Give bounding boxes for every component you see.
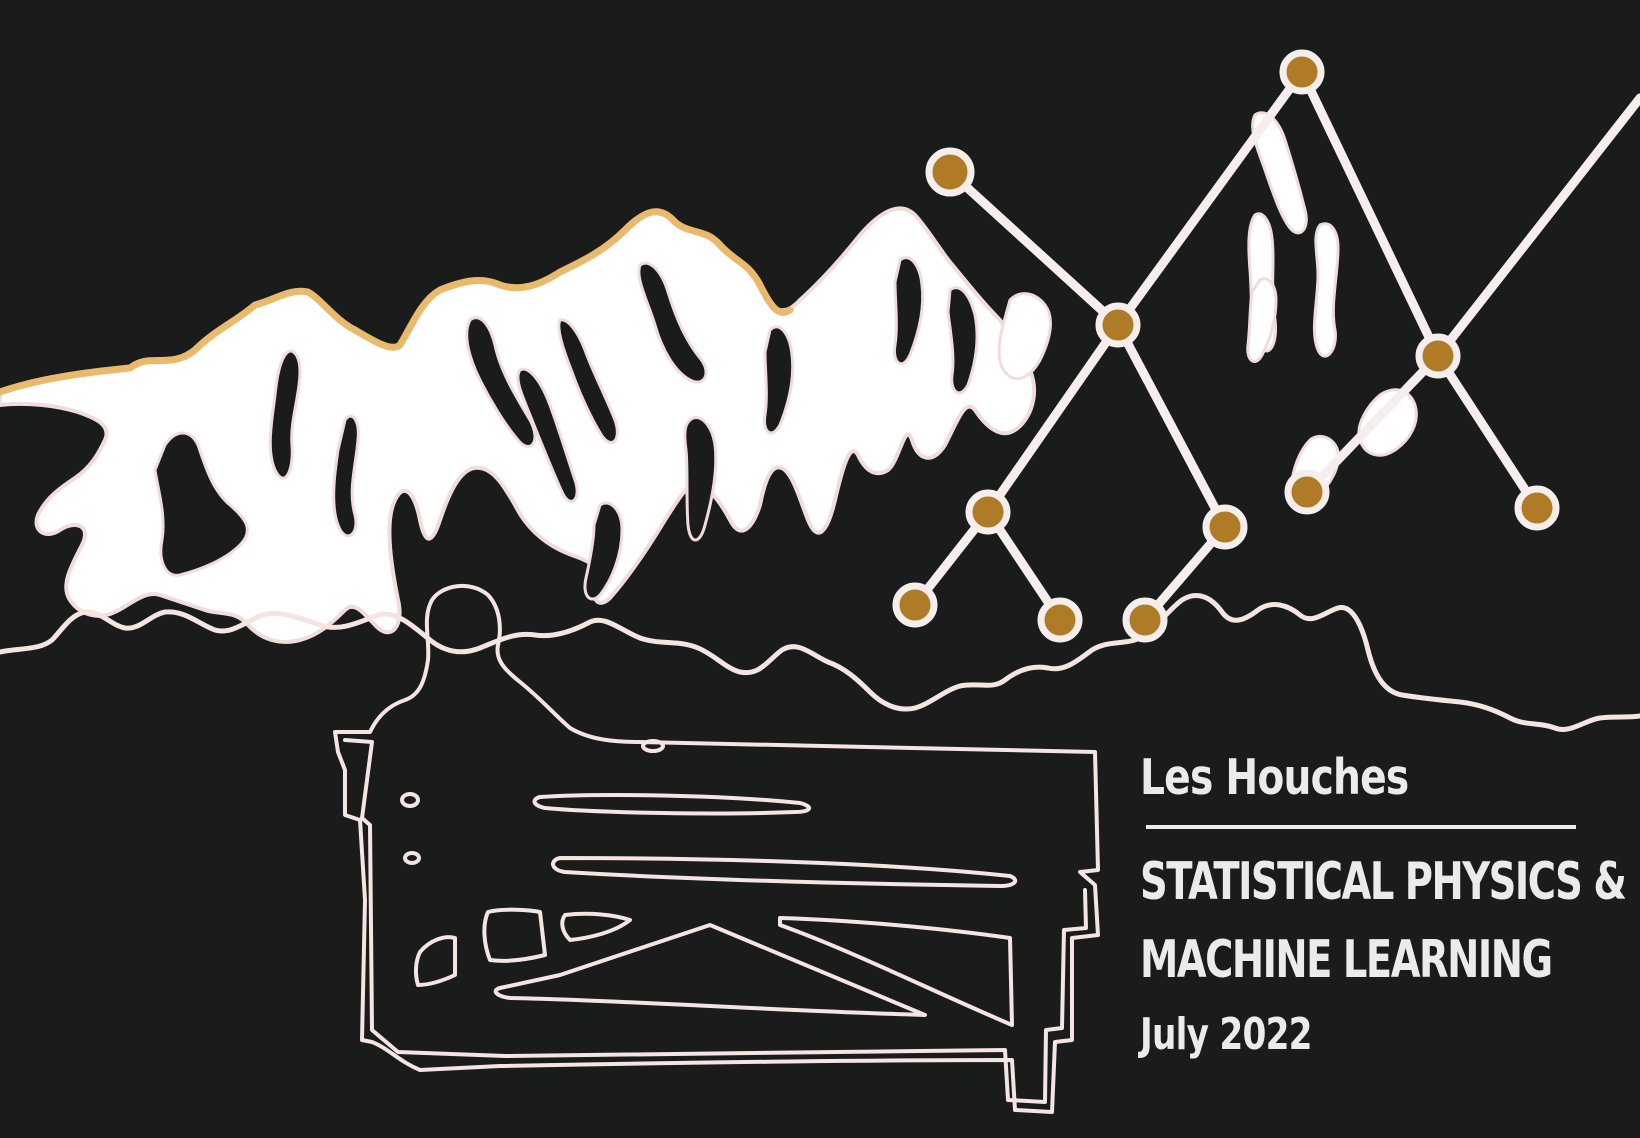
- event-title: STATISTICAL PHYSICS & MACHINE LEARNING: [1140, 843, 1627, 999]
- network-node: [892, 582, 938, 628]
- piano-shelf: [532, 793, 811, 816]
- title-block: Les Houches STATISTICAL PHYSICS & MACHIN…: [1140, 745, 1627, 1060]
- network-node: [1514, 485, 1560, 531]
- piano-shelf: [551, 856, 1018, 888]
- network-node: [1284, 469, 1330, 515]
- foreground-hills: [0, 593, 1640, 732]
- network-node: [1202, 504, 1248, 550]
- piano-panel: [560, 911, 632, 942]
- network-node: [1095, 302, 1141, 348]
- venue-name: Les Houches: [1140, 749, 1409, 806]
- piano-frame-triangle: [493, 923, 927, 1017]
- network-node: [1122, 597, 1168, 643]
- network-edges: [910, 67, 1640, 625]
- piano-body: [333, 583, 1100, 1114]
- piano-knob: [403, 851, 421, 865]
- network-node: [925, 147, 975, 197]
- piano-knob: [400, 792, 420, 808]
- network-node: [1415, 333, 1461, 379]
- network-node: [965, 489, 1011, 535]
- network-node: [1037, 597, 1083, 643]
- snow-crevices: [153, 256, 979, 601]
- piano-body-inner: [343, 738, 1088, 1104]
- event-date: July 2022: [1140, 1009, 1313, 1060]
- event-title-line-1: STATISTICAL PHYSICS &: [1140, 852, 1627, 912]
- mountain-range-illustration: [0, 111, 1418, 644]
- sunlit-ridge: [0, 208, 794, 396]
- network-node: [1279, 49, 1325, 95]
- piano-knob: [641, 739, 665, 753]
- network-nodes: [892, 49, 1560, 643]
- neural-network-graph-illustration: [892, 49, 1640, 643]
- piano-panel: [778, 916, 1014, 1027]
- piano-panel: [413, 935, 457, 987]
- title-divider: [1146, 825, 1576, 829]
- piano-panel: [482, 907, 547, 963]
- piano-illustration: [333, 583, 1100, 1114]
- event-title-line-2: MACHINE LEARNING: [1140, 930, 1553, 990]
